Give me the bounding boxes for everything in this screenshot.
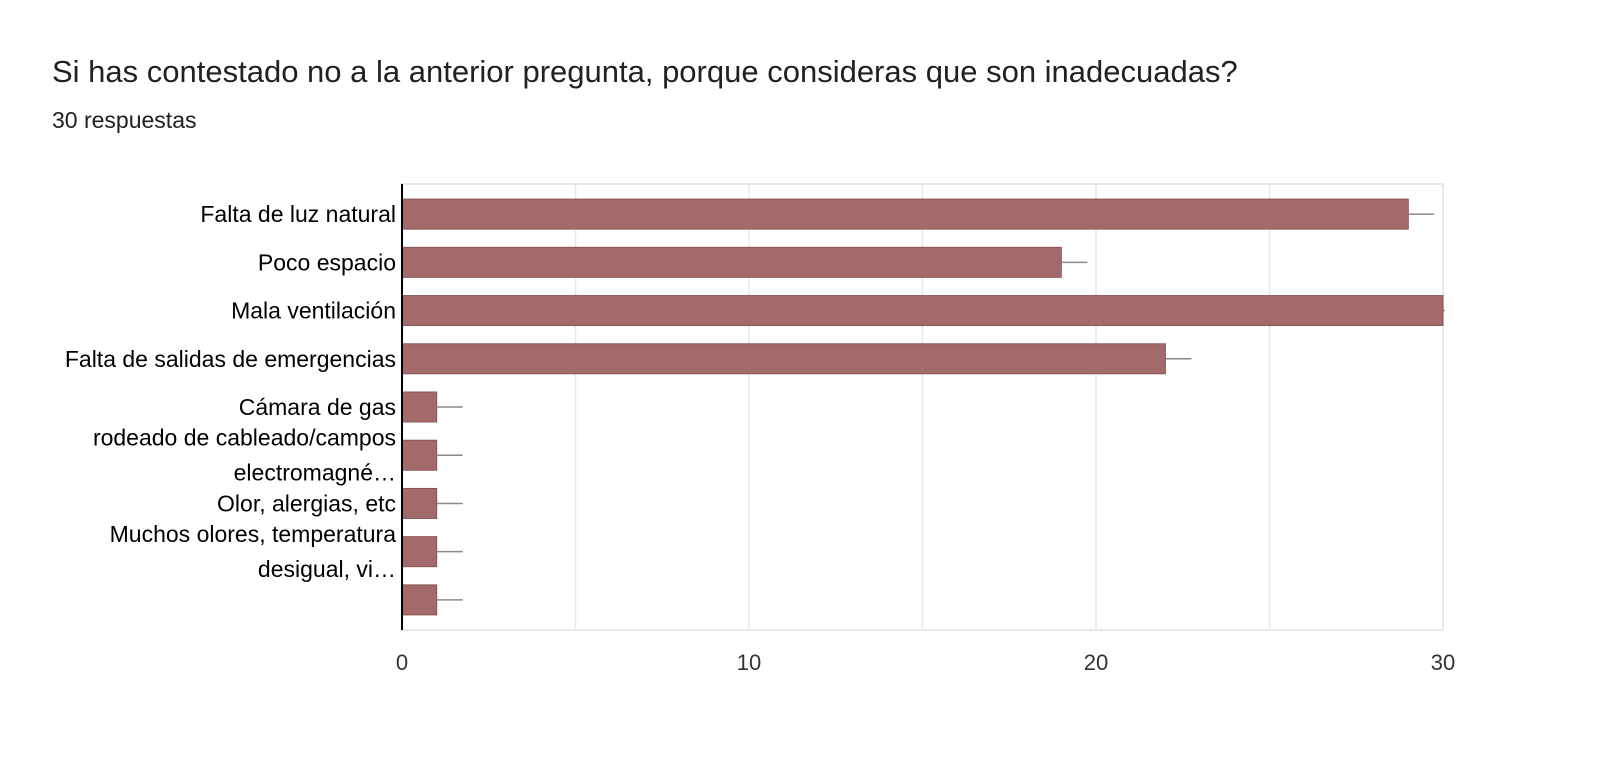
x-axis-ticks: 0 10 20 30: [396, 650, 1455, 675]
category-label: Falta de salidas de emergencias: [65, 346, 396, 372]
bar: [401, 487, 438, 519]
bar: [401, 295, 1444, 327]
category-label: rodeado de cableado/campos: [93, 425, 396, 451]
bar: [401, 391, 438, 423]
bar: [401, 439, 438, 471]
category-label: electromagné…: [234, 460, 396, 486]
category-label: Mala ventilación: [231, 298, 396, 324]
x-tick-label: 30: [1431, 650, 1455, 675]
bar: [401, 536, 438, 568]
bar: [401, 198, 1409, 230]
bar: [401, 246, 1062, 278]
x-tick-label: 20: [1084, 650, 1108, 675]
category-label: Cámara de gas: [239, 394, 396, 420]
x-tick-label: 10: [737, 650, 761, 675]
bar: [401, 584, 438, 616]
category-label: Olor, alergias, etc: [217, 490, 396, 516]
category-label: desigual, vi…: [258, 556, 396, 582]
category-label: Poco espacio: [258, 249, 396, 275]
category-labels: Falta de luz natural Poco espacio Mala ven…: [65, 201, 396, 582]
page-title: Si has contestado no a la anterior pregu…: [52, 54, 1238, 89]
category-label: Falta de luz natural: [200, 201, 396, 227]
bar: [401, 343, 1166, 375]
response-count: 30 respuestas: [52, 107, 197, 133]
category-label: Muchos olores, temperatura: [110, 521, 397, 547]
bar-layer: [401, 184, 1445, 630]
x-tick-label: 0: [396, 650, 408, 675]
